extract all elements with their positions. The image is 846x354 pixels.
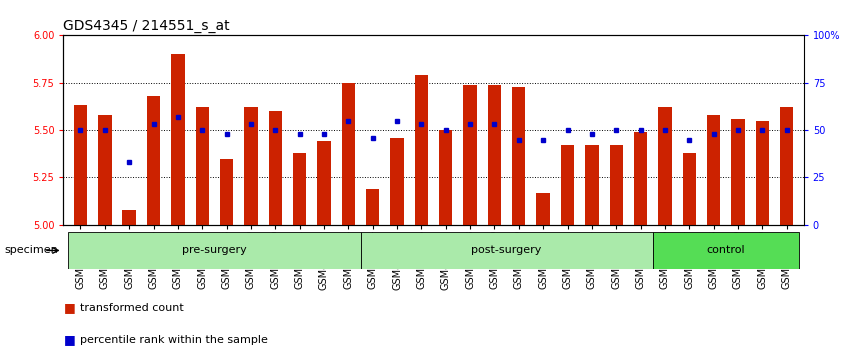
Bar [585,145,599,225]
Bar [220,159,233,225]
Bar [342,83,355,225]
Bar [609,145,623,225]
Bar [683,153,696,225]
Text: GDS4345 / 214551_s_at: GDS4345 / 214551_s_at [63,19,230,33]
Bar [268,111,282,225]
Bar [293,153,306,225]
Bar [147,96,160,225]
Bar [561,145,574,225]
Bar [98,115,112,225]
Text: pre-surgery: pre-surgery [182,245,247,256]
Bar [69,232,360,269]
Bar [488,85,501,225]
Text: transformed count: transformed count [80,303,184,313]
Bar [755,121,769,225]
Bar [360,232,653,269]
Bar [780,107,794,225]
Text: control: control [706,245,745,256]
Bar [653,232,799,269]
Bar [74,105,87,225]
Text: ■: ■ [63,302,75,314]
Bar [171,54,184,225]
Bar [317,142,331,225]
Bar [731,119,744,225]
Text: ■: ■ [63,333,75,346]
Bar [512,86,525,225]
Bar [464,85,477,225]
Bar [195,107,209,225]
Text: specimen: specimen [4,245,58,256]
Bar [366,189,379,225]
Text: post-surgery: post-surgery [471,245,541,256]
Text: percentile rank within the sample: percentile rank within the sample [80,335,268,345]
Bar [536,193,550,225]
Bar [123,210,136,225]
Bar [244,107,258,225]
Bar [439,130,453,225]
Bar [658,107,672,225]
Bar [634,132,647,225]
Bar [707,115,720,225]
Bar [390,138,404,225]
Bar [415,75,428,225]
